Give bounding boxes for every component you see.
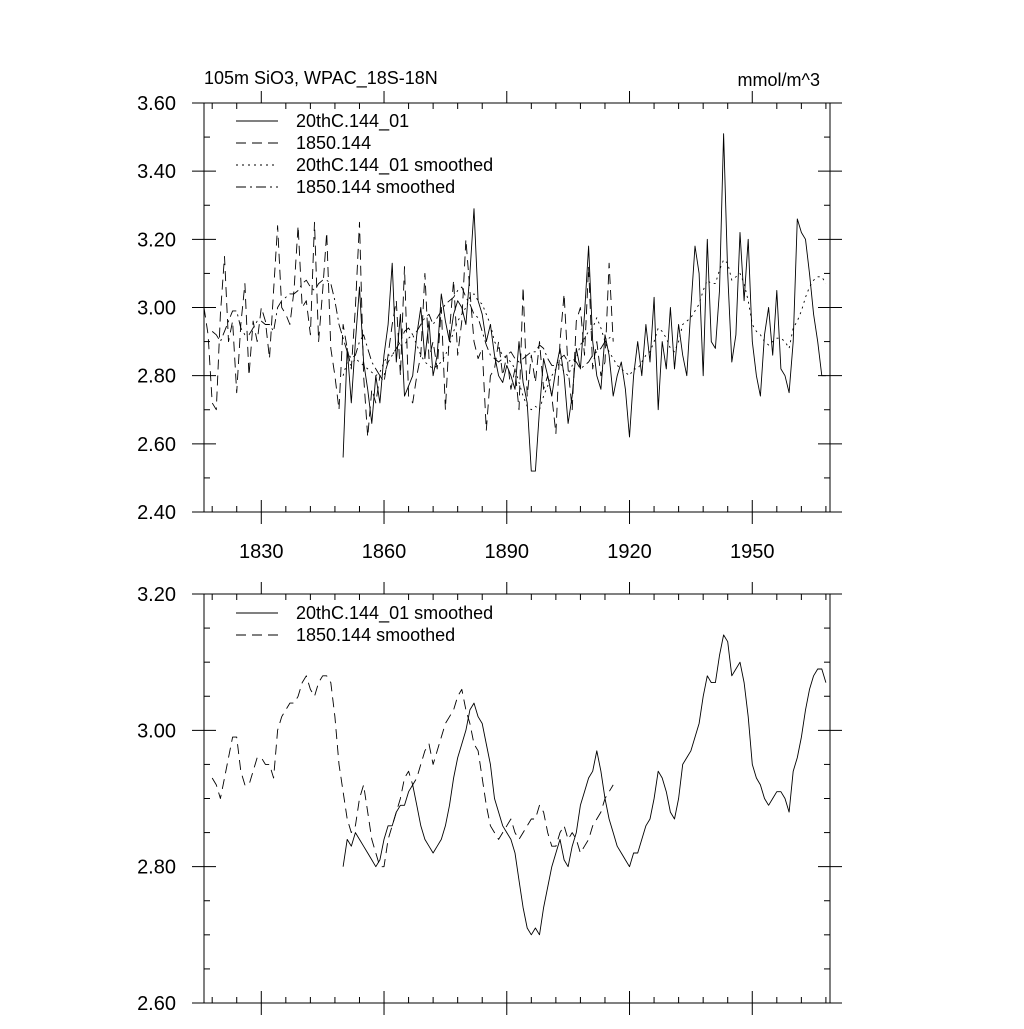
top-x-tick-label: 1860 <box>362 541 407 563</box>
top-legend-label: 1850.144 <box>296 133 371 153</box>
top-legend-label: 20thC.144_01 <box>296 111 409 132</box>
bottom-series-line <box>211 675 614 868</box>
top-chart-units: mmol/m^3 <box>738 70 820 90</box>
top-legend-label: 20thC.144_01 smoothed <box>296 155 493 176</box>
bottom-plot-frame <box>203 593 831 1004</box>
top-series-line <box>342 259 827 411</box>
top-x-tick-label: 1890 <box>485 541 530 563</box>
top-series-line <box>204 221 614 438</box>
top-y-tick-label: 3.00 <box>137 298 176 320</box>
top-y-tick-label: 2.60 <box>137 434 176 456</box>
bottom-legend-label: 1850.144 smoothed <box>296 625 455 645</box>
bottom-y-tick-label: 3.00 <box>137 720 176 742</box>
top-x-tick-label: 1950 <box>730 541 775 563</box>
bottom-legend-label: 20thC.144_01 smoothed <box>296 603 493 624</box>
top-x-tick-label: 1830 <box>239 541 284 563</box>
bottom-series-line <box>342 634 827 936</box>
bottom-y-tick-label: 2.80 <box>137 857 176 879</box>
bottom-y-tick-label: 3.20 <box>137 584 176 606</box>
top-legend-label: 1850.144 smoothed <box>296 177 455 197</box>
top-x-tick-label: 1920 <box>607 541 652 563</box>
bottom-series-group <box>211 634 827 936</box>
top-y-tick-label: 2.40 <box>137 502 176 524</box>
top-y-tick-label: 3.40 <box>137 161 176 183</box>
top-series-group <box>204 133 827 472</box>
top-y-tick-label: 3.60 <box>137 93 176 115</box>
bottom-panel: 2.60 2.80 3.00 3.20 20thC.144_01 smoothed185… <box>137 582 842 1015</box>
top-series-line <box>211 279 614 377</box>
top-chart-title: 105m SiO3, WPAC_18S-18N <box>204 68 438 89</box>
top-series-line <box>342 133 826 472</box>
bottom-y-tick-label: 2.60 <box>137 993 176 1015</box>
top-y-tick-label: 3.20 <box>137 229 176 251</box>
top-y-tick-label: 2.80 <box>137 366 176 388</box>
top-panel: 105m SiO3, WPAC_18S-18N mmol/m^3 1830 186… <box>137 68 842 563</box>
